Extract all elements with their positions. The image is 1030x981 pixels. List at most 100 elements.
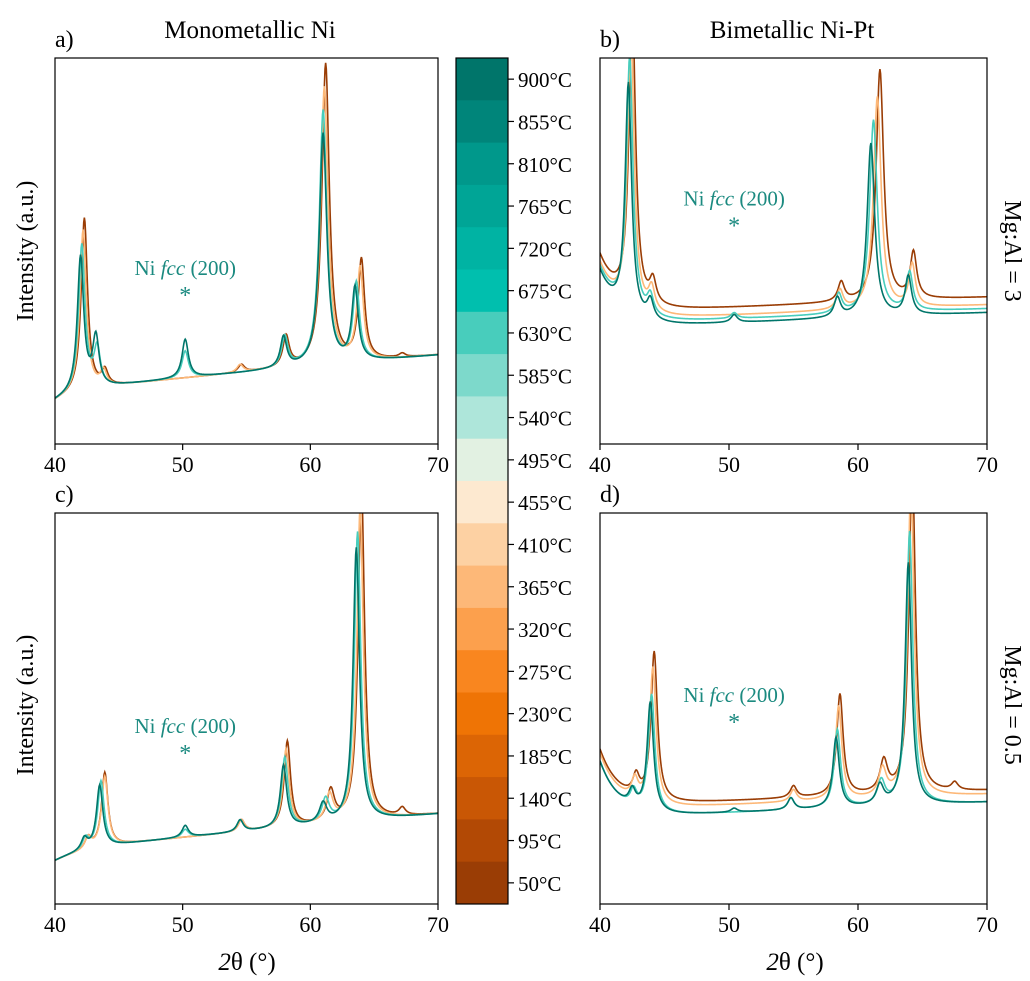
colorbar-segment xyxy=(456,396,508,440)
xlabel-left-rest: θ (°) xyxy=(231,949,276,976)
ylabel-bottom: Intensity (a.u.) xyxy=(13,635,39,776)
colorbar-label: 365°C xyxy=(518,576,572,600)
colorbar-segment xyxy=(456,861,508,905)
plot-frame xyxy=(599,512,988,905)
colorbar-label: 630°C xyxy=(518,322,572,346)
colorbar-label: 95°C xyxy=(518,830,561,854)
colorbar-segment xyxy=(456,100,508,144)
series-line-900c xyxy=(55,547,438,861)
row-label-top: Mg:Al = 3 xyxy=(999,200,1025,302)
series-line-495c xyxy=(55,86,438,400)
panel-label-a: a) xyxy=(55,27,74,53)
series-line-495c xyxy=(55,513,438,862)
annotation-italic: fcc xyxy=(710,187,735,211)
plot-frame xyxy=(54,512,439,905)
colorbar-segment xyxy=(456,227,508,270)
x-tick-label: 50 xyxy=(172,912,194,937)
colorbar-segment xyxy=(456,311,508,355)
annotation-suffix: (200) xyxy=(734,683,785,707)
colorbar-label: 585°C xyxy=(518,364,572,388)
colorbar-label: 140°C xyxy=(518,787,572,811)
x-tick-label: 70 xyxy=(976,452,998,477)
title-monometallic: Monometallic Ni xyxy=(164,17,336,44)
colorbar-label: 185°C xyxy=(518,745,572,769)
title-bimetallic: Bimetallic Ni-Pt xyxy=(710,17,875,44)
colorbar-segment xyxy=(456,58,508,101)
series-group xyxy=(55,513,438,862)
x-tick-label: 50 xyxy=(718,452,740,477)
colorbar-segment xyxy=(456,142,508,186)
colorbar-segment xyxy=(456,481,508,524)
colorbar-segment xyxy=(456,438,508,482)
series-line-50c xyxy=(55,513,438,862)
colorbar-segment xyxy=(456,269,508,313)
series-line-720c xyxy=(600,530,987,814)
peak-asterisk: * xyxy=(179,283,191,309)
peak-annotation: Ni fcc (200) xyxy=(683,683,784,707)
panel-label-c: c) xyxy=(55,482,74,508)
colorbar-label: 50°C xyxy=(518,872,561,896)
x-tick-label: 50 xyxy=(172,452,194,477)
colorbar-label: 720°C xyxy=(518,237,572,261)
row-label-bottom: Mg:Al = 0.5 xyxy=(999,645,1025,765)
x-tick-label: 40 xyxy=(44,452,66,477)
x-tick-label: 70 xyxy=(427,912,449,937)
annotation-italic: fcc xyxy=(710,683,735,707)
x-tick-label: 50 xyxy=(718,912,740,937)
peak-annotation: Ni fcc (200) xyxy=(134,256,235,280)
x-tick-label: 40 xyxy=(44,912,66,937)
series-group xyxy=(55,62,438,400)
annotation-prefix: Ni xyxy=(683,187,709,211)
peak-asterisk: * xyxy=(179,741,191,767)
series-line-720c xyxy=(55,531,438,861)
xlabel-right: 2θ (°) xyxy=(766,949,823,976)
colorbar-label: 410°C xyxy=(518,533,572,557)
peak-asterisk: * xyxy=(728,214,740,240)
colorbar-segment xyxy=(456,607,508,651)
peak-annotation: Ni fcc (200) xyxy=(683,187,784,211)
colorbar-label: 275°C xyxy=(518,660,572,684)
xlabel-right-rest: θ (°) xyxy=(779,949,824,976)
series-line-50c xyxy=(600,58,987,308)
series-line-50c xyxy=(55,62,438,400)
colorbar-segment xyxy=(456,565,508,609)
annotation-prefix: Ni xyxy=(134,256,160,280)
series-line-50c xyxy=(600,513,987,802)
colorbar-segment xyxy=(456,692,508,736)
colorbar-label: 230°C xyxy=(518,703,572,727)
colorbar-label: 540°C xyxy=(518,407,572,431)
series-line-900c xyxy=(600,81,987,324)
annotation-prefix: Ni xyxy=(683,683,709,707)
colorbar-frame xyxy=(455,57,509,905)
series-line-720c xyxy=(600,58,987,320)
colorbar-segment xyxy=(456,734,508,778)
colorbar-segment xyxy=(456,777,508,820)
x-tick-label: 40 xyxy=(589,912,611,937)
annotation-suffix: (200) xyxy=(734,187,785,211)
colorbar-label: 810°C xyxy=(518,153,572,177)
colorbar-segment xyxy=(456,184,508,228)
annotation-italic: fcc xyxy=(161,256,186,280)
series-group xyxy=(600,513,987,814)
colorbar-label: 855°C xyxy=(518,110,572,134)
panel-label-d: d) xyxy=(600,482,620,508)
plot-frame xyxy=(54,57,439,445)
x-tick-label: 70 xyxy=(976,912,998,937)
panel-b: 40 50 60 70 Ni fcc (200) * xyxy=(589,57,998,477)
panel-d: 40 50 60 70 Ni fcc (200) * xyxy=(589,512,998,937)
colorbar-label: 675°C xyxy=(518,280,572,304)
series-line-495c xyxy=(600,58,987,316)
colorbar-segment xyxy=(456,650,508,693)
peak-asterisk: * xyxy=(728,710,740,736)
panel-label-b: b) xyxy=(600,27,620,53)
colorbar-label: 765°C xyxy=(518,195,572,219)
plot-frame xyxy=(599,57,988,445)
peak-annotation: Ni fcc (200) xyxy=(134,714,235,738)
series-group xyxy=(600,58,987,324)
panel-c: 40 50 60 70 Ni fcc (200) * xyxy=(44,512,449,937)
panel-a: 40 50 60 70 Ni fcc (200) * xyxy=(44,57,449,477)
annotation-prefix: Ni xyxy=(134,714,160,738)
x-tick-label: 70 xyxy=(427,452,449,477)
annotation-italic: fcc xyxy=(161,714,186,738)
